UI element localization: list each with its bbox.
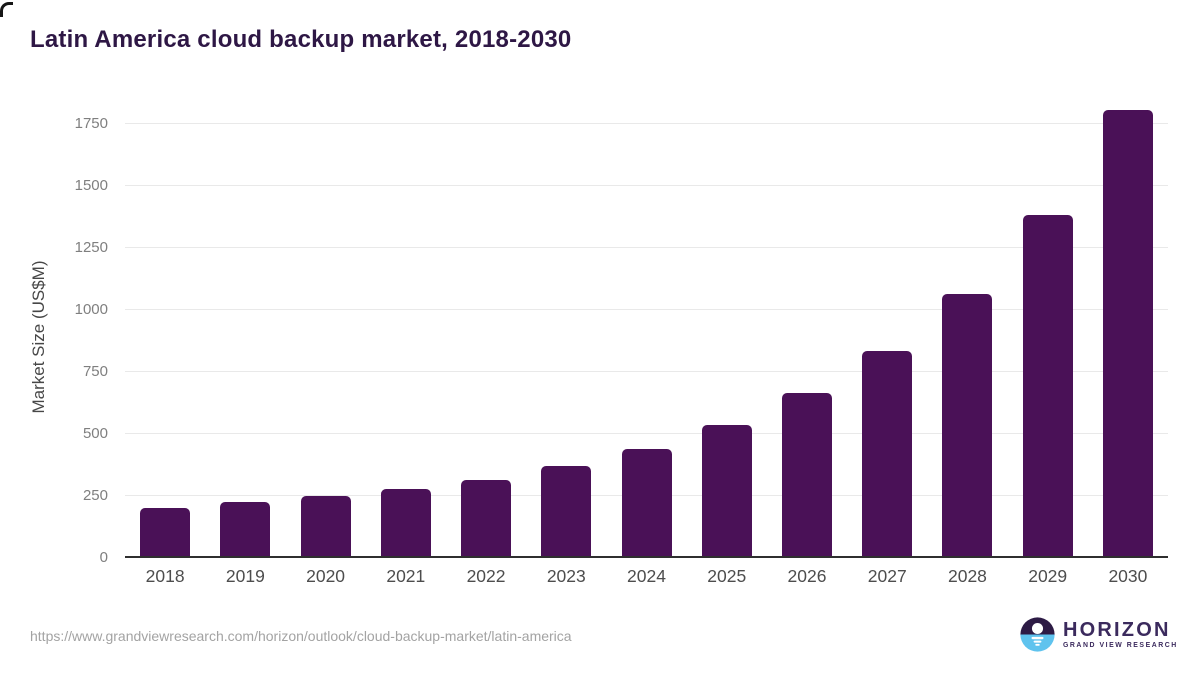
horizon-logo: HORIZON GRAND VIEW RESEARCH (1019, 616, 1178, 653)
bar-2024 (621, 448, 672, 558)
bar-slot-2025 (687, 425, 767, 558)
y-tick-label-0: 0 (99, 549, 108, 566)
bar-slot-2027 (847, 350, 927, 558)
x-tick-label-2020: 2020 (306, 566, 346, 586)
bar-2030 (1102, 110, 1153, 558)
x-tick-label-2026: 2026 (787, 566, 827, 586)
gridline-500 (125, 433, 1168, 434)
bar-2028 (942, 293, 993, 558)
y-tick-label-750: 750 (82, 363, 108, 380)
horizon-sun-icon (1020, 617, 1055, 652)
y-axis-tick-labels: 0 250 500 750 1000 1250 1500 1750 (50, 100, 108, 566)
gridline-750 (125, 371, 1168, 372)
bar-2026 (781, 393, 832, 558)
bar-2020 (300, 496, 351, 558)
y-tick-label-1500: 1500 (74, 177, 108, 194)
gridline-1750 (125, 123, 1168, 124)
x-tick-label-2018: 2018 (145, 566, 185, 586)
bar-2029 (1022, 214, 1073, 558)
y-tick-label-1250: 1250 (74, 239, 108, 256)
x-tick-label-2027: 2027 (867, 566, 907, 586)
bar-slot-2028 (927, 293, 1007, 558)
bar-slot-2022 (446, 479, 526, 558)
bar-slot-2021 (366, 488, 446, 558)
gridline-1250 (125, 247, 1168, 248)
bar-2027 (862, 350, 913, 558)
x-tick-label-2025: 2025 (707, 566, 747, 586)
bar-slot-2026 (767, 393, 847, 558)
x-tick-label-2024: 2024 (627, 566, 666, 586)
x-tick-label-2023: 2023 (546, 566, 586, 586)
gridline-1000 (125, 309, 1168, 310)
x-axis-line (125, 556, 1168, 558)
source-url: https://www.grandviewresearch.com/horizo… (30, 628, 572, 644)
y-tick-label-1000: 1000 (74, 301, 108, 318)
y-tick-label-1750: 1750 (74, 115, 108, 132)
bar-2019 (220, 502, 271, 558)
bar-series (125, 100, 1168, 558)
bar-slot-2018 (125, 508, 205, 558)
bar-2018 (140, 508, 191, 558)
x-tick-label-2030: 2030 (1108, 566, 1148, 586)
x-tick-label-2028: 2028 (947, 566, 987, 586)
x-axis-tick-labels: 2018 2019 2020 2021 2022 2023 2024 2025 2026 2027… (125, 566, 1168, 587)
frame-corner (0, 2, 13, 17)
y-tick-label-250: 250 (82, 487, 108, 504)
x-tick-label-2022: 2022 (466, 566, 506, 586)
bar-slot-2020 (285, 496, 365, 558)
bar-slot-2029 (1008, 214, 1088, 558)
x-tick-label-2021: 2021 (386, 566, 426, 586)
chart-title: Latin America cloud backup market, 2018-… (30, 26, 572, 53)
plot-area (125, 100, 1168, 558)
logo-title: HORIZON (1063, 618, 1171, 641)
bar-2022 (461, 479, 512, 558)
logo-subtitle: GRAND VIEW RESEARCH (1063, 641, 1178, 649)
x-tick-label-2019: 2019 (225, 566, 265, 586)
bar-slot-2023 (526, 466, 606, 558)
bar-2023 (541, 466, 592, 558)
x-tick-label-2029: 2029 (1028, 566, 1068, 586)
bar-2025 (701, 425, 752, 558)
gridline-1500 (125, 185, 1168, 186)
bar-slot-2019 (205, 502, 285, 558)
bar-slot-2030 (1088, 110, 1168, 558)
y-tick-label-500: 500 (82, 425, 108, 442)
logo-text: HORIZON GRAND VIEW RESEARCH (1063, 620, 1178, 650)
bar-slot-2024 (606, 448, 686, 558)
bar-2021 (380, 488, 431, 558)
y-axis-title: Market Size (US$M) (29, 260, 48, 414)
